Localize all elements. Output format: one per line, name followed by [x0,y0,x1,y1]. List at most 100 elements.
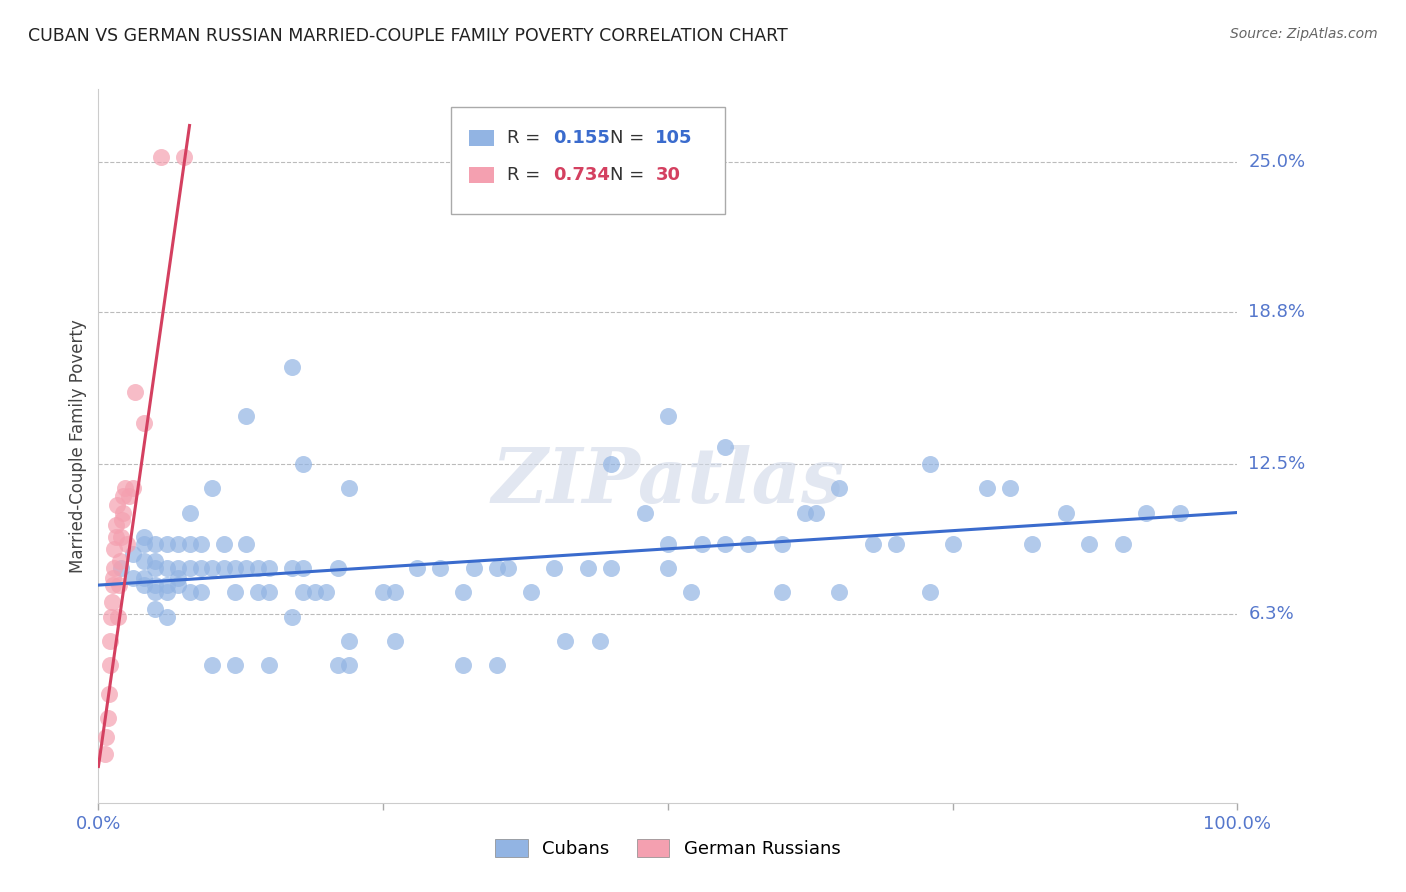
Point [918,457,941,471]
Point [498,561,520,575]
Point [145,554,167,568]
Point [714,440,737,454]
Point [132,578,155,592]
Point [145,561,167,575]
Point [679,585,702,599]
Point [429,561,451,575]
Point [156,609,179,624]
Point [179,506,201,520]
Point [770,537,793,551]
Point [486,561,509,575]
Point [97,687,120,701]
Point [918,585,941,599]
Point [235,561,257,575]
Point [634,506,657,520]
Point [793,506,815,520]
FancyBboxPatch shape [468,130,494,145]
Point [190,561,212,575]
Point [770,585,793,599]
Point [108,554,131,568]
Point [304,585,326,599]
Point [246,585,269,599]
Point [1112,537,1135,551]
Text: 30: 30 [655,166,681,184]
Point [103,541,125,556]
Point [224,585,246,599]
FancyBboxPatch shape [468,167,494,183]
Text: N =: N = [610,128,644,146]
Point [326,657,349,672]
Point [281,360,304,375]
Point [292,561,315,575]
Text: 12.5%: 12.5% [1249,455,1306,473]
Point [281,561,304,575]
Point [103,571,125,585]
Point [173,150,195,164]
Point [463,561,485,575]
Point [107,609,129,624]
Point [98,657,121,672]
Point [156,561,179,575]
Point [103,561,125,575]
Point [121,481,143,495]
Point [179,537,201,551]
Point [132,571,155,585]
Point [132,416,155,430]
Point [406,561,429,575]
Point [998,481,1021,495]
Point [98,633,121,648]
Point [337,481,360,495]
Point [600,457,623,471]
Point [108,578,131,592]
Point [976,481,998,495]
Point [145,585,167,599]
Point [690,537,713,551]
Point [167,561,190,575]
Point [201,561,224,575]
Text: N =: N = [610,166,644,184]
Point [862,537,884,551]
Point [884,537,907,551]
Point [121,547,143,561]
Text: 18.8%: 18.8% [1249,302,1305,321]
Point [259,657,281,672]
Point [1078,537,1101,551]
Point [156,585,179,599]
Point [576,561,599,575]
Point [114,481,136,495]
Point [828,585,851,599]
Text: 0.155: 0.155 [553,128,610,146]
Point [828,481,851,495]
Point [657,561,679,575]
Point [132,530,155,544]
Point [1021,537,1043,551]
Point [101,595,124,609]
Point [451,585,474,599]
Point [201,657,224,672]
Point [259,585,281,599]
Point [588,633,610,648]
Point [201,481,224,495]
Point [1054,506,1078,520]
Text: 25.0%: 25.0% [1249,153,1306,170]
Point [145,537,167,551]
Point [110,530,132,544]
Point [384,585,406,599]
Point [111,513,134,527]
Point [942,537,965,551]
Point [96,711,118,725]
Point [292,585,315,599]
Point [554,633,576,648]
Point [167,578,190,592]
Point [112,506,135,520]
Point [145,578,167,592]
Point [520,585,543,599]
Text: Source: ZipAtlas.com: Source: ZipAtlas.com [1230,27,1378,41]
Text: CUBAN VS GERMAN RUSSIAN MARRIED-COUPLE FAMILY POVERTY CORRELATION CHART: CUBAN VS GERMAN RUSSIAN MARRIED-COUPLE F… [28,27,787,45]
Point [451,657,474,672]
Point [132,554,155,568]
Y-axis label: Married-Couple Family Poverty: Married-Couple Family Poverty [69,319,87,573]
Point [281,609,304,624]
Point [190,537,212,551]
Text: 6.3%: 6.3% [1249,605,1294,624]
